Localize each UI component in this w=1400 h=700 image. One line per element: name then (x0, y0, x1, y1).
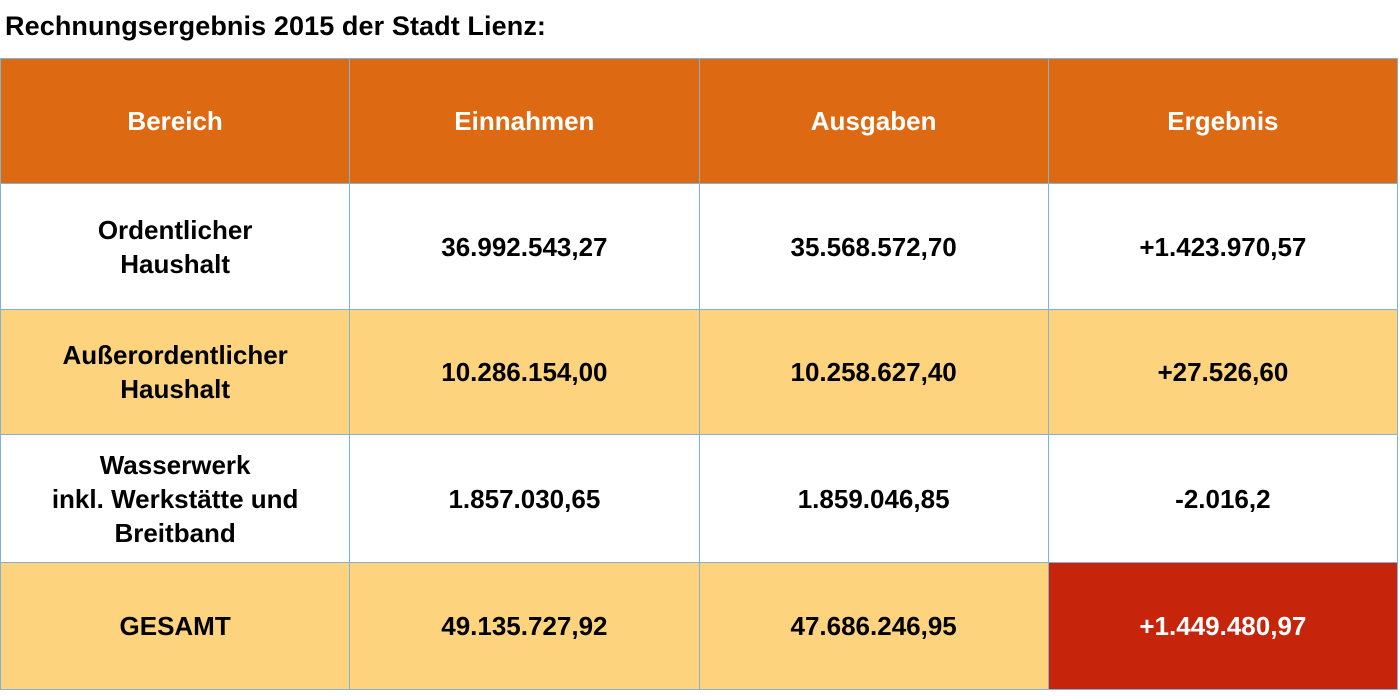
cell-bereich: Ordentlicher Haushalt (0, 183, 351, 310)
cell-ausgaben: 10.258.627,40 (698, 309, 1049, 435)
bereich-line: Haushalt (120, 374, 231, 404)
cell-einnahmen: 36.992.543,27 (349, 183, 700, 310)
bereich-line: Außerordentlicher (62, 340, 288, 370)
cell-ergebnis: -2.016,2 (1047, 434, 1399, 563)
header-cell-bereich: Bereich (0, 58, 351, 184)
cell-ergebnis: +27.526,60 (1047, 309, 1399, 435)
cell-einnahmen: 1.857.030,65 (349, 434, 700, 563)
bereich-line: Ordentlicher (97, 214, 253, 245)
cell-bereich: GESAMT (0, 562, 351, 690)
header-cell-ausgaben: Ausgaben (698, 58, 1049, 184)
table-row: Außerordentlicher Haushalt 10.286.154,00… (0, 309, 1399, 435)
cell-ergebnis-total: +1.449.480,97 (1047, 562, 1399, 690)
cell-ausgaben: 35.568.572,70 (698, 183, 1049, 310)
header-cell-einnahmen: Einnahmen (349, 58, 700, 184)
bereich-line: GESAMT (119, 611, 231, 641)
cell-ausgaben: 1.859.046,85 (698, 434, 1049, 563)
cell-einnahmen: 10.286.154,00 (349, 309, 700, 435)
cell-einnahmen: 49.135.727,92 (349, 562, 700, 690)
table-row: Ordentlicher Haushalt 36.992.543,27 35.5… (0, 183, 1399, 310)
bereich-line: Breitband (114, 517, 236, 548)
header-cell-ergebnis: Ergebnis (1047, 58, 1399, 184)
table-row: Wasserwerk inkl. Werkstätte und Breitban… (0, 434, 1399, 563)
cell-ergebnis: +1.423.970,57 (1047, 183, 1399, 310)
table-header-row: Bereich Einnahmen Ausgaben Ergebnis (0, 58, 1399, 184)
results-table: Bereich Einnahmen Ausgaben Ergebnis Orde… (0, 58, 1399, 690)
bereich-line: Haushalt (120, 248, 231, 279)
bereich-line: inkl. Werkstätte und (51, 483, 299, 514)
table-row-total: GESAMT 49.135.727,92 47.686.246,95 +1.44… (0, 562, 1399, 690)
cell-bereich: Wasserwerk inkl. Werkstätte und Breitban… (0, 434, 351, 563)
cell-bereich: Außerordentlicher Haushalt (0, 309, 351, 435)
page-title: Rechnungsergebnis 2015 der Stadt Lienz: (5, 11, 547, 41)
bereich-line: Wasserwerk (99, 449, 251, 480)
cell-ausgaben: 47.686.246,95 (698, 562, 1049, 690)
